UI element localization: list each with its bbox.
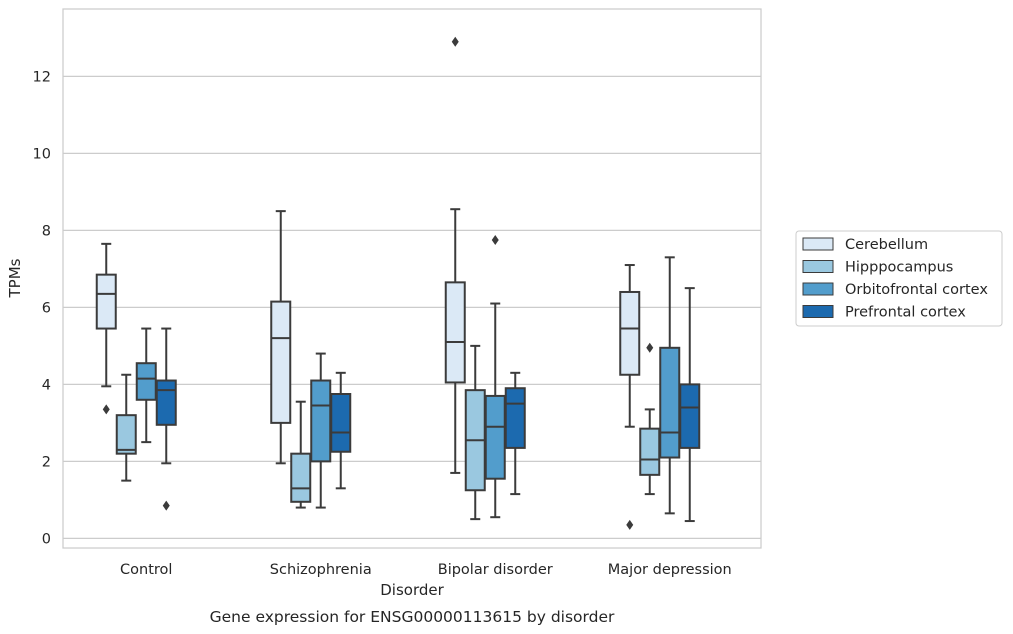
box-iqr	[290, 452, 312, 503]
y-tick-label: 2	[42, 454, 51, 470]
box-plot-box	[659, 256, 681, 515]
outlier-point	[102, 404, 110, 415]
x-axis-ticks: Control Schizophrenia Bipolar disorder Majo…	[120, 562, 732, 578]
chart-title: Gene expression for ENSG00000113615 by d…	[210, 608, 615, 626]
box-plot-box	[310, 352, 332, 509]
x-axis-label: Disorder	[380, 581, 444, 599]
box-iqr	[270, 300, 292, 424]
legend-label: Orbitofrontal cortex	[845, 282, 988, 298]
box-plot-box	[619, 264, 641, 530]
legend-swatch	[802, 260, 834, 273]
box-iqr	[504, 387, 526, 449]
box-iqr	[310, 379, 332, 463]
box-iqr	[330, 393, 352, 453]
box-plot-series	[95, 36, 701, 530]
y-tick-label: 0	[42, 531, 51, 547]
box-plot-box	[290, 400, 312, 509]
y-tick-label: 10	[33, 146, 51, 162]
box-plot-box	[504, 371, 526, 496]
box-plot-box	[95, 242, 117, 415]
box-plot-box	[484, 235, 506, 519]
y-axis-ticks: 0 2 4 6 8 10 12	[33, 69, 51, 547]
legend-label: Cerebellum	[845, 237, 928, 253]
box-plot-box	[155, 327, 177, 511]
legend-swatch	[802, 305, 834, 318]
box-iqr	[679, 383, 701, 449]
box-plot-box	[464, 344, 486, 521]
x-tick-label: Major depression	[608, 562, 732, 578]
box-plot-box	[679, 287, 701, 523]
x-tick-label: Schizophrenia	[270, 562, 372, 578]
box-plot-box	[639, 342, 661, 496]
box-plot-box	[115, 373, 137, 482]
box-plot-box	[135, 327, 157, 444]
outlier-point	[451, 36, 459, 47]
box-iqr	[155, 379, 177, 426]
legend: Cerebellum Hipppocampus Orbitofrontal cort…	[795, 230, 1003, 327]
box-iqr	[484, 394, 506, 480]
box-plot-box	[444, 36, 466, 474]
legend-swatch	[802, 282, 834, 296]
legend-frame	[795, 230, 1003, 327]
legend-label: Hipppocampus	[845, 260, 953, 276]
outlier-point	[626, 519, 634, 530]
box-iqr	[639, 427, 661, 476]
box-plot-box	[270, 210, 292, 465]
box-iqr	[115, 414, 137, 455]
y-tick-label: 6	[42, 300, 51, 316]
box-iqr	[444, 281, 466, 384]
box-iqr	[619, 290, 641, 376]
outlier-point	[491, 235, 499, 245]
legend-label: Prefrontal cortex	[845, 305, 966, 321]
y-tick-label: 12	[33, 69, 51, 85]
box-iqr	[135, 362, 157, 401]
y-axis-label: TPMs	[6, 258, 24, 298]
plot-area-frame	[62, 8, 762, 549]
legend-swatch	[802, 237, 834, 251]
x-tick-label: Bipolar disorder	[438, 562, 553, 578]
outlier-point	[162, 500, 170, 511]
y-tick-label: 4	[42, 377, 51, 393]
y-tick-label: 8	[42, 223, 51, 239]
grid-lines	[63, 75, 761, 539]
box-iqr	[95, 273, 117, 330]
outlier-point	[646, 342, 654, 353]
x-tick-label: Control	[120, 562, 172, 578]
box-iqr	[659, 346, 681, 459]
box-plot-box	[330, 371, 352, 490]
